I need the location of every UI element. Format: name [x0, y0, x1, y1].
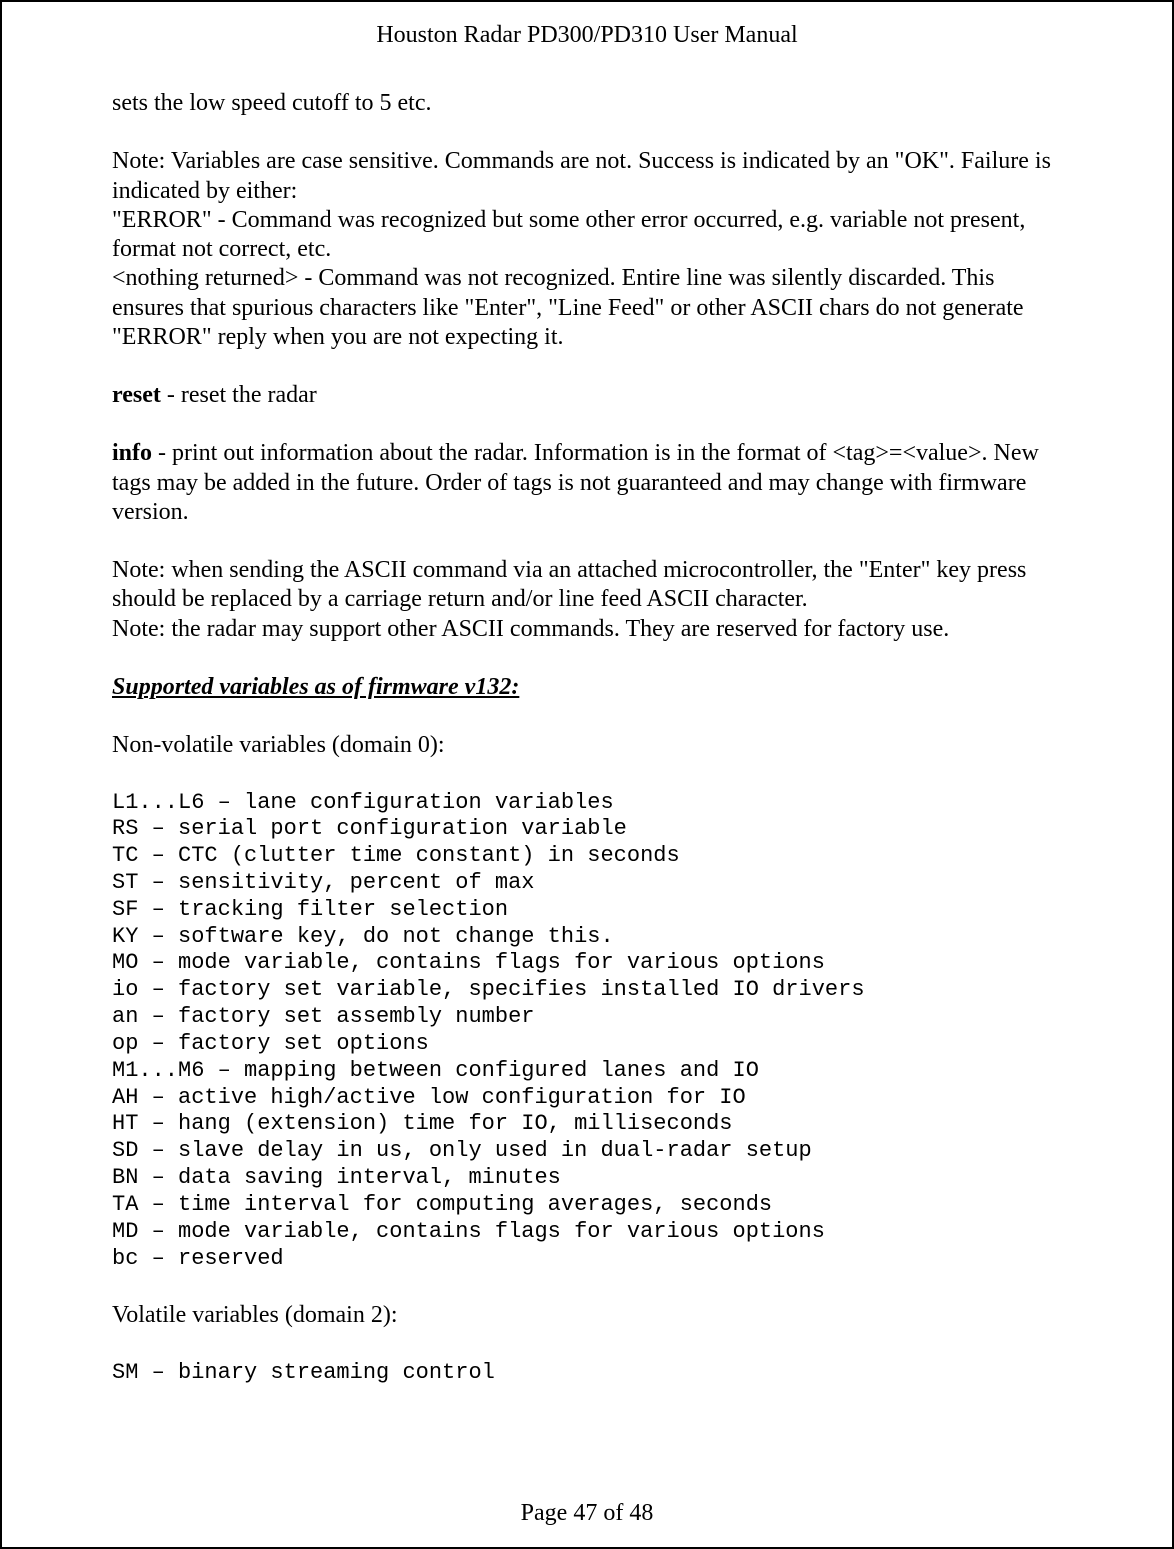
paragraph-cutoff: sets the low speed cutoff to 5 etc. [112, 89, 1062, 118]
info-command-label: info [112, 440, 152, 466]
nonvolatile-variables-list: L1...L6 – lane configuration variables R… [112, 790, 1062, 1273]
paragraph-info: info - print out information about the r… [112, 439, 1062, 527]
info-command-desc: - print out information about the radar.… [112, 440, 1039, 525]
volatile-variables-list: SM – binary streaming control [112, 1360, 1062, 1387]
note-line-1: Note: Variables are case sensitive. Comm… [112, 147, 1062, 206]
reset-command-desc: - reset the radar [161, 382, 317, 408]
page-header: Houston Radar PD300/PD310 User Manual [2, 22, 1172, 89]
note-line-3: <nothing returned> - Command was not rec… [112, 264, 1062, 352]
note-line-2: "ERROR" - Command was recognized but som… [112, 206, 1062, 265]
page-content: sets the low speed cutoff to 5 etc. Note… [2, 89, 1172, 1387]
page-number-label: Page 47 of 48 [521, 1500, 654, 1526]
paragraph-reset: reset - reset the radar [112, 381, 1062, 410]
note-ascii-enter: Note: when sending the ASCII command via… [112, 556, 1062, 615]
page-footer: Page 47 of 48 [2, 1500, 1172, 1527]
header-title: Houston Radar PD300/PD310 User Manual [376, 22, 797, 48]
section-title-supported-variables: Supported variables as of firmware v132: [112, 673, 1062, 702]
volatile-heading: Volatile variables (domain 2): [112, 1301, 1062, 1330]
reset-command-label: reset [112, 382, 161, 408]
document-page: Houston Radar PD300/PD310 User Manual se… [0, 0, 1174, 1549]
paragraph-notes: Note: when sending the ASCII command via… [112, 556, 1062, 644]
nonvolatile-heading: Non-volatile variables (domain 0): [112, 731, 1062, 760]
note-reserved-commands: Note: the radar may support other ASCII … [112, 615, 1062, 644]
paragraph-note-block: Note: Variables are case sensitive. Comm… [112, 147, 1062, 352]
